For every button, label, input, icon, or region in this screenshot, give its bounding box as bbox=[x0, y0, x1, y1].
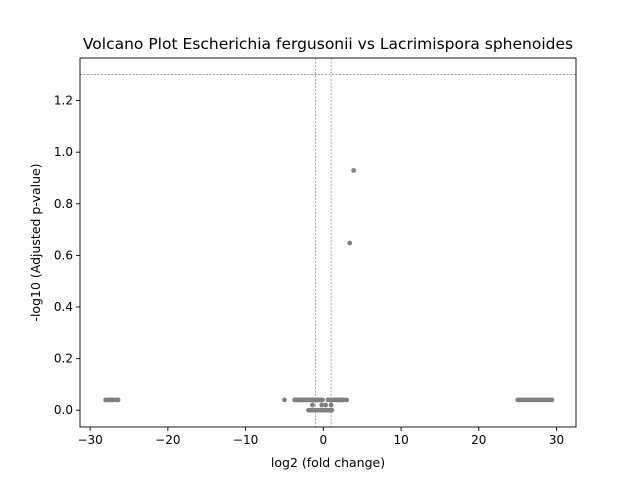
plot-frame bbox=[79, 57, 577, 428]
data-points bbox=[103, 168, 555, 413]
x-tick-label: −10 bbox=[233, 433, 258, 447]
data-point bbox=[351, 168, 357, 173]
threshold-lines bbox=[80, 58, 576, 427]
x-tick-label: −20 bbox=[155, 433, 180, 447]
data-point bbox=[344, 397, 350, 403]
axis-ticks: −30 −20 −10 0 10 20 30 0.0 0.2 0.4 0.6 0.8 1.0 1.2 bbox=[54, 94, 564, 447]
data-point bbox=[329, 407, 335, 413]
data-point bbox=[549, 397, 555, 403]
data-point bbox=[115, 397, 121, 403]
data-point bbox=[319, 402, 325, 408]
data-point bbox=[320, 397, 325, 403]
x-tick-label: −30 bbox=[77, 433, 102, 447]
data-point bbox=[323, 402, 329, 408]
chart-title: Volcano Plot Escherichia fergusonii vs L… bbox=[83, 35, 573, 53]
x-axis-label: log2 (fold change) bbox=[271, 455, 385, 470]
data-point bbox=[347, 240, 353, 246]
y-tick-label: 0.8 bbox=[54, 197, 73, 211]
y-tick-label: 1.0 bbox=[54, 145, 73, 159]
x-tick-label: 30 bbox=[549, 433, 564, 447]
x-tick-label: 10 bbox=[393, 433, 408, 447]
x-tick-label: 0 bbox=[320, 433, 328, 447]
y-tick-label: 0.4 bbox=[54, 300, 73, 314]
data-point bbox=[282, 397, 287, 403]
y-tick-label: 0.0 bbox=[54, 403, 73, 417]
y-axis-label: -log10 (Adjusted p-value) bbox=[28, 163, 43, 321]
y-tick-label: 0.2 bbox=[54, 352, 73, 366]
y-tick-label: 1.2 bbox=[54, 94, 73, 108]
y-tick-label: 0.6 bbox=[54, 248, 73, 262]
data-point bbox=[328, 402, 334, 408]
x-tick-label: 20 bbox=[471, 433, 486, 447]
data-point bbox=[310, 402, 315, 408]
